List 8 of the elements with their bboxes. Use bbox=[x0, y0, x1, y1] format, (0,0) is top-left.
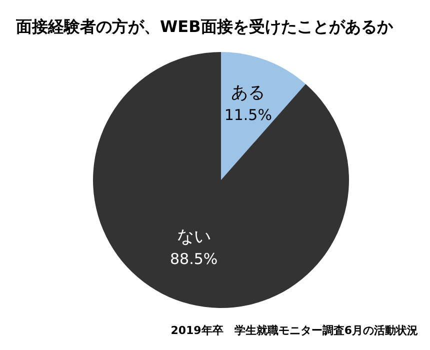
text: 2019年卒 学生就職モニター調査6月の活動状況 bbox=[170, 324, 418, 337]
data-label: 88.5% bbox=[170, 250, 218, 268]
slice-label: ない bbox=[176, 226, 211, 247]
pie-slice bbox=[93, 52, 349, 308]
slice-label: ある bbox=[231, 83, 266, 104]
pie-slice bbox=[221, 52, 306, 180]
data-label: 11.5% bbox=[224, 106, 272, 124]
chart-title: 面接経験者の方が、WEB面接を受けたことがあるか bbox=[15, 17, 394, 36]
